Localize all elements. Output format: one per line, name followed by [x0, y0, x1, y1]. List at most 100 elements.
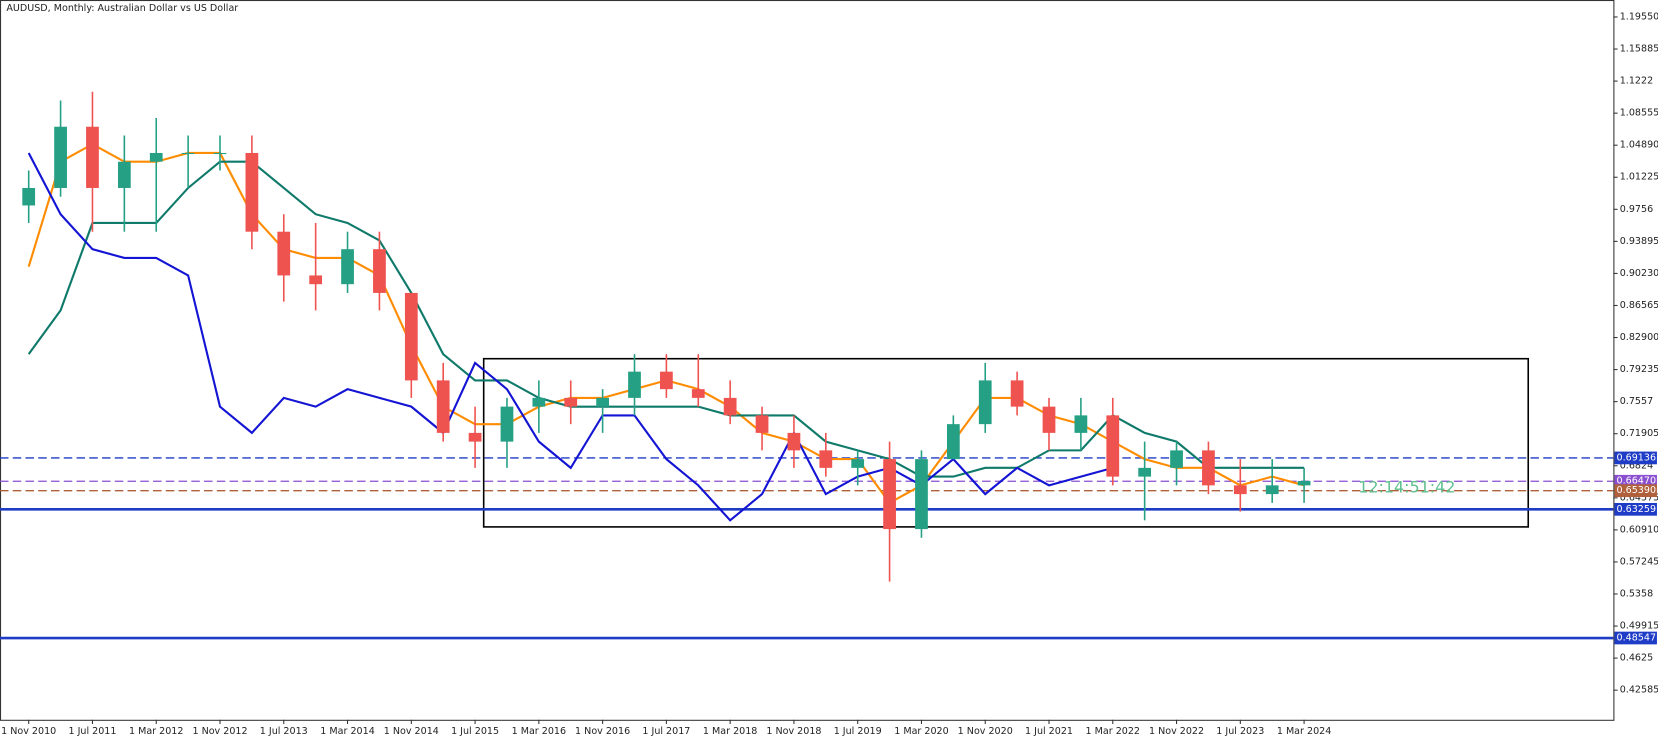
candle-body	[22, 187, 36, 206]
x-tick-label: 1 Jul 2017	[642, 726, 690, 737]
candle-body	[915, 459, 928, 530]
candle-body	[1202, 450, 1215, 486]
candle-body	[500, 406, 514, 442]
candle-body	[532, 397, 546, 407]
candle-body	[1170, 450, 1183, 468]
x-tick-label: 1 Jul 2021	[1025, 726, 1073, 737]
x-tick-label: 1 Mar 2024	[1277, 726, 1331, 737]
x-tick-label: 1 Mar 2018	[703, 726, 757, 737]
y-tick-label: 0.6824	[1620, 460, 1653, 471]
y-tick-label: 0.86565	[1620, 300, 1658, 311]
x-tick-label: 1 Nov 2010	[1, 726, 56, 737]
candle-body	[245, 152, 259, 232]
x-tick-label: 1 Mar 2022	[1086, 726, 1140, 737]
price-tag	[1614, 484, 1657, 498]
y-tick-label: 0.7557	[1620, 396, 1653, 407]
y-tick-label: 0.9756	[1620, 204, 1653, 215]
x-tick-label: 1 Jul 2015	[451, 726, 499, 737]
candle-body	[819, 450, 833, 468]
candle-body	[1297, 480, 1311, 486]
indicator-line	[27, 160, 1305, 478]
price-tag	[1614, 451, 1657, 465]
candle-body	[181, 152, 195, 155]
price-tag-label: 0.65390	[1617, 485, 1657, 496]
candle-body	[628, 371, 641, 398]
y-tick-label: 0.71905	[1620, 428, 1658, 439]
y-tick-label: 1.01225	[1620, 172, 1658, 183]
y-tick-label: 0.42585	[1620, 685, 1658, 696]
x-tick-label: 1 Mar 2016	[512, 726, 566, 737]
countdown: 12:14:51:42	[1358, 478, 1455, 497]
x-tick-label: 1 Nov 2020	[958, 726, 1013, 737]
price-tag	[1614, 631, 1657, 645]
price-tag-label: 0.69136	[1617, 452, 1657, 463]
candle-body	[309, 275, 323, 285]
candle-body	[277, 231, 291, 276]
candle-body	[468, 432, 482, 442]
plot-frame	[0, 0, 1615, 721]
y-tick-label: 0.64575	[1620, 492, 1658, 503]
candle-body	[723, 397, 737, 416]
y-tick-label: 1.08555	[1620, 108, 1658, 119]
candle-body	[564, 397, 578, 407]
candle-body	[883, 459, 896, 530]
x-tick-label: 1 Mar 2020	[894, 726, 948, 737]
y-tick-label: 0.60910	[1620, 524, 1658, 535]
x-tick-label: 1 Jul 2019	[834, 726, 882, 737]
candle-body	[86, 126, 99, 188]
candle-body	[1074, 415, 1088, 433]
candle-body	[373, 249, 386, 293]
candle-body	[1010, 380, 1024, 407]
price-tag-label: 0.48547	[1617, 633, 1657, 644]
candle-body	[691, 389, 705, 398]
candle-body	[404, 292, 418, 381]
candle-body	[436, 380, 450, 433]
x-tick-label: 1 Nov 2018	[766, 726, 821, 737]
price-tag	[1614, 502, 1657, 516]
chart-title: AUDUSD, Monthly: Australian Dollar vs US…	[6, 3, 238, 14]
y-tick-label: 0.79235	[1620, 364, 1658, 375]
candle-body	[1106, 415, 1120, 477]
candle-body	[1042, 406, 1056, 433]
x-tick-label: 1 Jul 2023	[1216, 726, 1264, 737]
candle-body	[978, 380, 992, 425]
y-tick-label: 1.15885	[1620, 44, 1658, 55]
candle-body	[54, 126, 67, 188]
candle-body	[596, 397, 609, 407]
price-tag-label: 0.63259	[1617, 504, 1657, 515]
y-tick-label: 1.19550	[1620, 11, 1658, 22]
y-tick-label: 0.4625	[1620, 653, 1653, 664]
y-tick-label: 1.1222	[1620, 76, 1653, 87]
y-tick-label: 0.90230	[1620, 268, 1658, 279]
candle-body	[851, 459, 865, 468]
y-tick-label: 0.57245	[1620, 556, 1658, 567]
range-box	[482, 357, 1530, 528]
y-tick-label: 0.93895	[1620, 236, 1658, 247]
candle-body	[1233, 485, 1247, 495]
y-tick-label: 0.49915	[1620, 621, 1658, 632]
candle-body	[755, 415, 769, 433]
x-tick-label: 1 Nov 2012	[192, 726, 247, 737]
y-tick-label: 0.5358	[1620, 589, 1653, 600]
x-tick-label: 1 Nov 2022	[1149, 726, 1204, 737]
y-tick-label: 1.04890	[1620, 140, 1658, 151]
candle-body	[660, 371, 673, 390]
indicator-line	[27, 152, 1114, 522]
candle-body	[787, 432, 801, 451]
price-tag-label: 0.66470	[1617, 476, 1657, 487]
candle-body	[117, 161, 131, 188]
candle-body	[1138, 467, 1152, 477]
candle-body	[341, 249, 354, 285]
x-tick-label: 1 Jul 2011	[68, 726, 116, 737]
candle-body	[149, 152, 163, 162]
x-tick-label: 1 Jul 2013	[260, 726, 308, 737]
x-tick-label: 1 Nov 2014	[384, 726, 439, 737]
candle-body	[1265, 485, 1279, 495]
x-tick-label: 1 Nov 2016	[575, 726, 630, 737]
y-tick-label: 0.82900	[1620, 332, 1658, 343]
candle-body	[213, 152, 227, 155]
x-tick-label: 1 Mar 2014	[320, 726, 374, 737]
x-tick-label: 1 Mar 2012	[129, 726, 183, 737]
candle-body	[946, 424, 960, 460]
